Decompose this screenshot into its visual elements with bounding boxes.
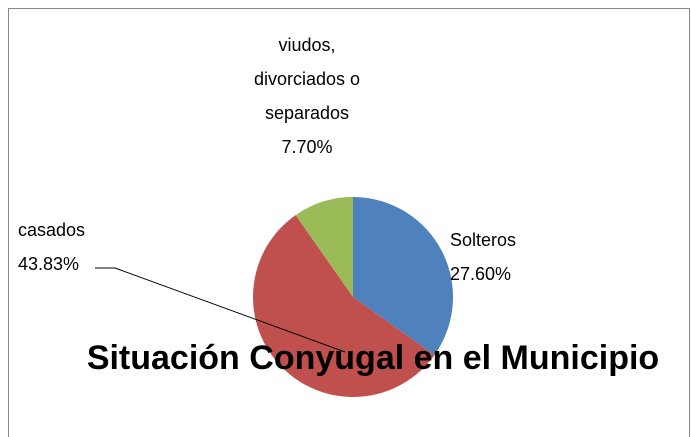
data-label: viudos, divorciados o separados 7.70% xyxy=(240,28,374,164)
value-label: 7.70% xyxy=(281,137,333,157)
data-label: casados 43.83% xyxy=(18,213,128,281)
value-label: 43.83% xyxy=(18,254,80,274)
chart-title: Situación Conyugal en el Municipio xyxy=(86,339,660,377)
category-label: viudos, divorciados o separados xyxy=(253,35,361,123)
pie-slice xyxy=(253,215,435,397)
pie-slice xyxy=(353,197,454,356)
data-label: Solteros 27.60% xyxy=(450,223,560,291)
pie-slice xyxy=(295,197,353,297)
category-label: casados xyxy=(18,220,86,240)
value-label: 27.60% xyxy=(450,264,512,284)
leader-line xyxy=(95,267,346,353)
chart-border xyxy=(8,8,690,437)
category-label: Solteros xyxy=(450,230,517,250)
